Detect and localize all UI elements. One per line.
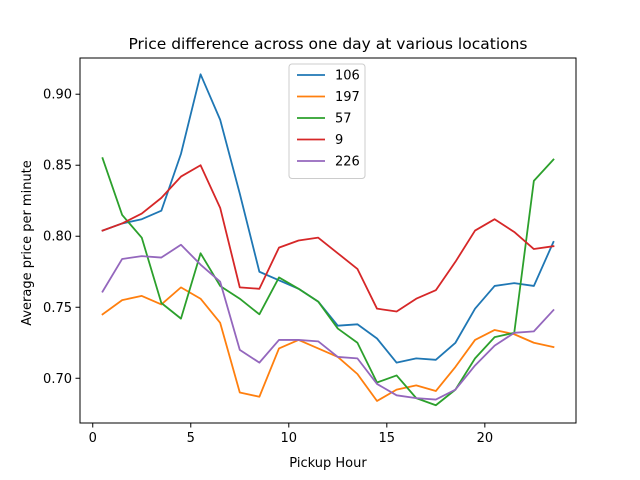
series-line-57 [101, 156, 555, 407]
legend-label-106: 106 [335, 69, 360, 84]
plot-area [79, 57, 577, 424]
x-tick-label: 15 [379, 431, 396, 446]
y-tick-label: 0.70 [43, 372, 72, 387]
x-tick-label: 20 [477, 431, 494, 446]
legend-label-197: 197 [335, 90, 360, 105]
y-tick-label: 0.75 [43, 301, 72, 316]
series-line-197 [101, 286, 555, 402]
series-line-226 [101, 243, 555, 401]
series-line-9 [101, 164, 555, 313]
legend-label-226: 226 [335, 155, 360, 170]
y-tick-label: 0.85 [43, 159, 72, 174]
y-tick-label: 0.80 [43, 230, 72, 245]
axes-frame [79, 57, 577, 424]
x-axis-title: Pickup Hour [289, 456, 367, 471]
legend-label-9: 9 [335, 133, 343, 148]
legend-label-57: 57 [335, 112, 352, 127]
legend-box [288, 63, 366, 179]
legend: 106 197 57 9 226 [288, 63, 366, 179]
x-tick-label: 0 [89, 431, 97, 446]
x-tick-label: 5 [187, 431, 195, 446]
chart-title: Price difference across one day at vario… [128, 35, 527, 53]
axis-ticks: 0 5 10 15 20 0.70 0.75 0.80 0.85 0.90 [43, 88, 493, 446]
y-tick-label: 0.90 [43, 88, 72, 103]
y-axis-title: Average price per minute [20, 160, 35, 326]
x-tick-label: 10 [281, 431, 298, 446]
